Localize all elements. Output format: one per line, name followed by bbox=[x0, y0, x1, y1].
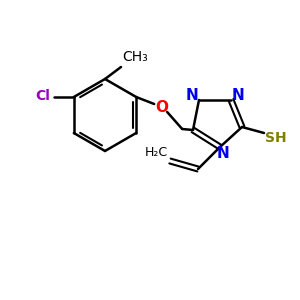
Text: SH: SH bbox=[265, 131, 287, 145]
Text: H₂C: H₂C bbox=[144, 146, 168, 160]
Text: N: N bbox=[217, 146, 230, 161]
Text: N: N bbox=[186, 88, 198, 104]
Text: O: O bbox=[156, 100, 169, 115]
Text: N: N bbox=[232, 88, 244, 104]
Text: Cl: Cl bbox=[35, 89, 50, 103]
Text: CH₃: CH₃ bbox=[122, 50, 148, 64]
